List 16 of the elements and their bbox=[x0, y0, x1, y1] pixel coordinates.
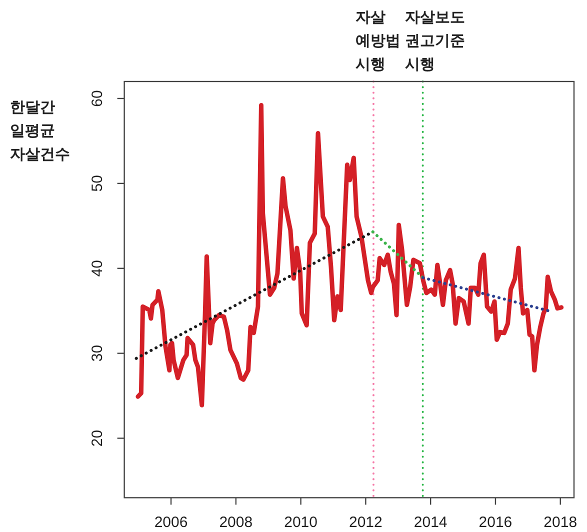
x-tick-label: 2012 bbox=[349, 514, 382, 531]
x-tick-label: 2016 bbox=[478, 514, 512, 531]
y-tick-label: 30 bbox=[89, 344, 106, 362]
y-tick-label: 20 bbox=[89, 430, 106, 447]
x-tick-label: 2014 bbox=[414, 514, 448, 531]
x-tick-label: 2010 bbox=[284, 514, 318, 531]
ref-line-label: 자살보도 권고기준 시행 bbox=[404, 9, 465, 73]
x-tick-label: 2008 bbox=[219, 514, 253, 531]
y-tick-label: 40 bbox=[89, 260, 106, 277]
ref-line-label: 자살 예방법 시행 bbox=[355, 9, 400, 73]
y-tick-label: 60 bbox=[89, 90, 106, 107]
y-axis-title: 한달간 일평균 자살건수 bbox=[10, 99, 70, 163]
y-tick-label: 50 bbox=[89, 175, 106, 192]
x-tick-label: 2006 bbox=[154, 514, 188, 531]
line-series bbox=[136, 103, 564, 408]
x-tick-label: 2018 bbox=[544, 514, 578, 531]
